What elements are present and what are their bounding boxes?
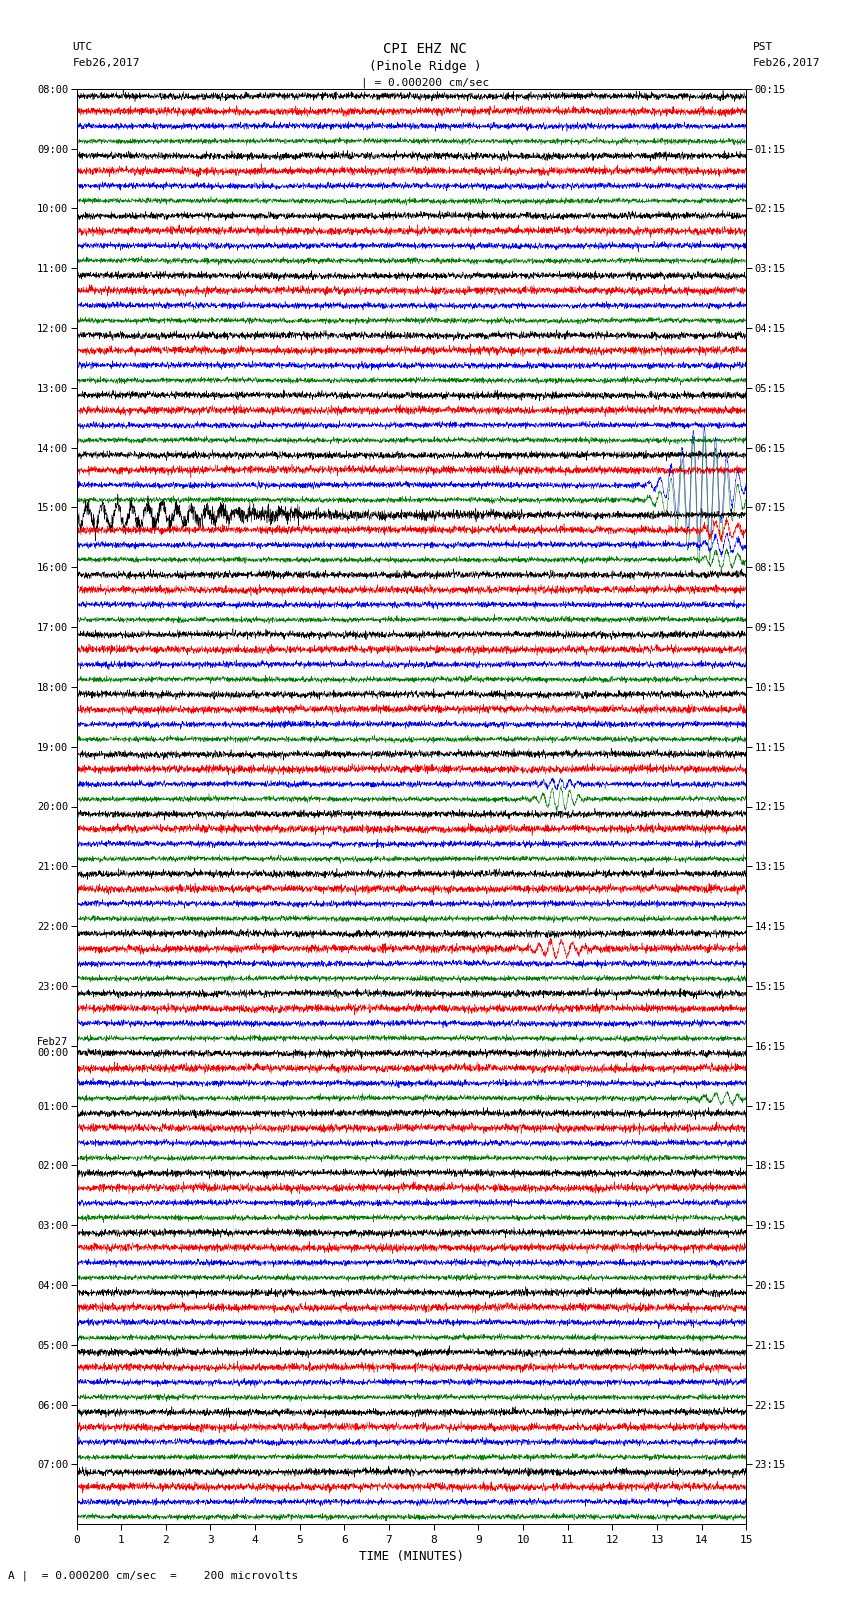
Text: (Pinole Ridge ): (Pinole Ridge )	[369, 60, 481, 73]
Text: A |  = 0.000200 cm/sec  =    200 microvolts: A | = 0.000200 cm/sec = 200 microvolts	[8, 1569, 298, 1581]
Text: | = 0.000200 cm/sec: | = 0.000200 cm/sec	[361, 77, 489, 89]
Text: UTC: UTC	[72, 42, 93, 52]
Text: Feb26,2017: Feb26,2017	[72, 58, 139, 68]
Text: Feb26,2017: Feb26,2017	[753, 58, 820, 68]
Text: PST: PST	[753, 42, 774, 52]
Text: CPI EHZ NC: CPI EHZ NC	[383, 42, 467, 56]
X-axis label: TIME (MINUTES): TIME (MINUTES)	[359, 1550, 464, 1563]
